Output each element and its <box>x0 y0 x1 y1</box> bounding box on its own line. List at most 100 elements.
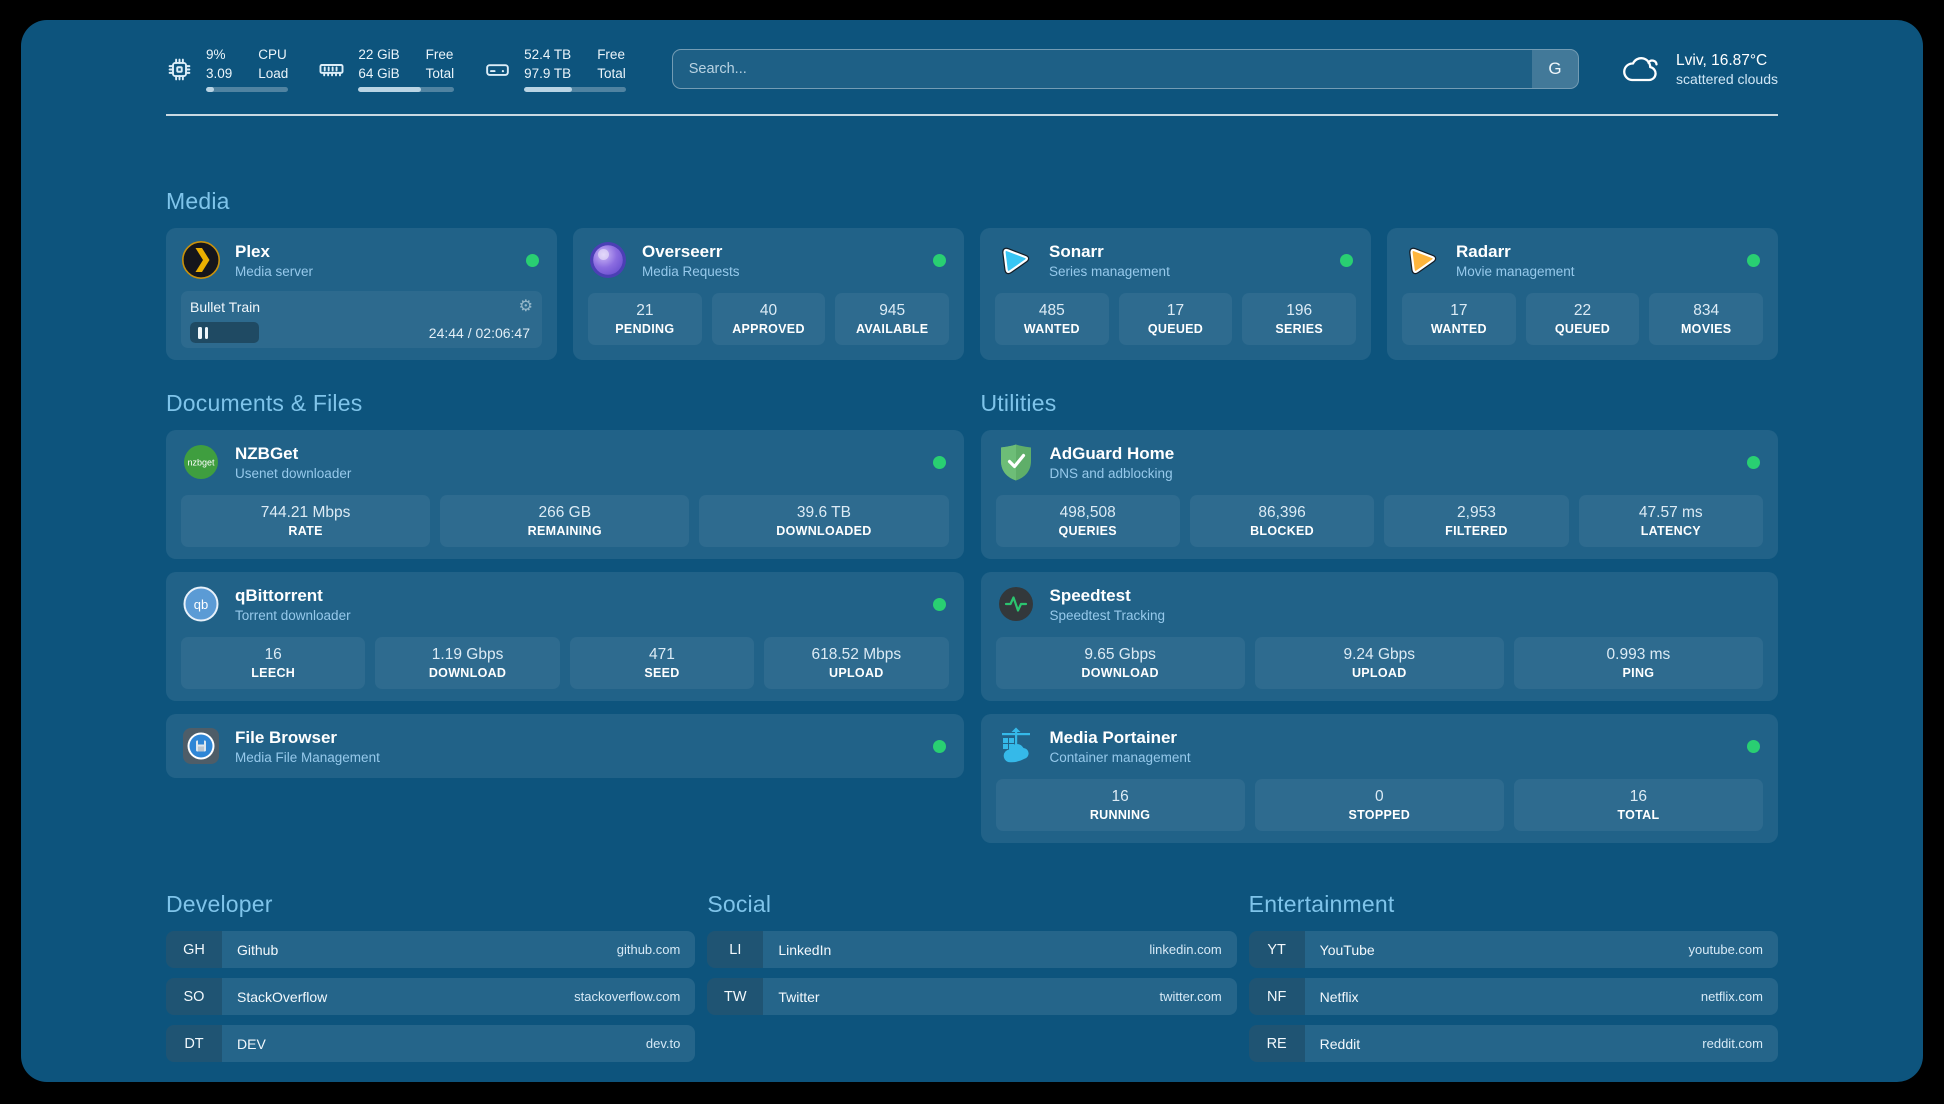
header-divider <box>166 114 1778 116</box>
radarr-icon <box>1402 240 1442 280</box>
search-provider-button[interactable]: G <box>1532 50 1579 88</box>
service-title: File Browser <box>235 728 338 748</box>
service-title: Overseerr <box>642 242 723 262</box>
adguard-icon <box>996 442 1036 482</box>
bookmark-abbr: GH <box>166 931 222 968</box>
bookmark-youtube[interactable]: YT YouTube youtube.com <box>1248 931 1778 968</box>
pause-icon[interactable] <box>198 326 208 339</box>
bookmark-abbr: SO <box>166 978 222 1015</box>
bookmark-url: linkedin.com <box>1149 942 1222 957</box>
bookmark-netflix[interactable]: NF Netflix netflix.com <box>1248 978 1778 1015</box>
search-input[interactable] <box>672 50 1533 88</box>
bookmark-name: Netflix <box>1319 988 1359 1005</box>
stat-ping: 0.993 ms PING <box>1513 637 1764 689</box>
service-title: Plex <box>235 242 270 262</box>
plex-icon <box>181 240 221 280</box>
stat-rate: 744.21 Mbps RATE <box>181 495 431 547</box>
service-subtitle: Media File Management <box>235 749 380 765</box>
portainer-icon <box>996 726 1036 766</box>
service-card-radarr[interactable]: Radarr Movie management 17 WANTED 22 QUE… <box>1387 228 1778 360</box>
disk-free: 52.4 TB <box>524 47 572 63</box>
stat-pending: 21 PENDING <box>588 293 702 345</box>
stat-leech: 16 LEECH <box>181 637 366 689</box>
section-title-utilities: Utilities <box>980 390 1057 416</box>
service-card-sonarr[interactable]: Sonarr Series management 485 WANTED 17 Q… <box>980 228 1371 360</box>
memory-progressbar <box>358 86 455 92</box>
section-title-media: Media <box>166 188 230 214</box>
dashboard-window: 9% 3.09 CPU Load <box>21 20 1923 1082</box>
bookmark-stackoverflow[interactable]: SO StackOverflow stackoverflow.com <box>166 978 696 1015</box>
stat-approved: 40 APPROVED <box>711 293 826 345</box>
stat-queued: 17 QUEUED <box>1118 293 1233 345</box>
service-card-speedtest[interactable]: Speedtest Speedtest Tracking 9.65 Gbps D… <box>980 572 1778 701</box>
memory-widget: 22 GiB 64 GiB Free Total <box>318 46 455 92</box>
service-card-plex[interactable]: Plex Media server Bullet Train ⚙ 24:44 /… <box>166 228 557 360</box>
service-card-filebrowser[interactable]: File Browser Media File Management <box>166 714 964 778</box>
bookmark-name: YouTube <box>1319 941 1375 958</box>
playback-progressbar[interactable]: 24:44 / 02:06:47 <box>190 322 533 343</box>
bookmark-name: LinkedIn <box>778 941 832 958</box>
svg-text:qb: qb <box>194 597 208 612</box>
bookmark-url: netflix.com <box>1700 989 1763 1004</box>
bookmark-group-entertainment: Entertainment YT YouTube youtube.com NF … <box>1248 891 1778 1062</box>
bookmark-reddit[interactable]: RE Reddit reddit.com <box>1248 1025 1778 1062</box>
bookmark-dev[interactable]: DT DEV dev.to <box>166 1025 696 1062</box>
bookmark-twitter[interactable]: TW Twitter twitter.com <box>707 978 1237 1015</box>
cpu-label: CPU <box>258 47 287 63</box>
stat-available: 945 AVAILABLE <box>835 293 950 345</box>
service-card-nzbget[interactable]: nzbget NZBGet Usenet downloader 744.21 M… <box>166 430 964 559</box>
bookmark-url: dev.to <box>645 1036 681 1051</box>
stat-total: 16 TOTAL <box>1513 779 1764 831</box>
qbittorrent-icon: qb <box>181 584 221 624</box>
stat-latency: 47.57 ms LATENCY <box>1578 495 1763 547</box>
bookmark-abbr: YT <box>1248 931 1305 968</box>
service-title: qBittorrent <box>235 586 323 606</box>
filebrowser-icon <box>181 726 221 766</box>
bookmark-abbr: RE <box>1248 1025 1305 1062</box>
bookmark-name: DEV <box>237 1035 266 1052</box>
service-subtitle: Usenet downloader <box>235 465 352 481</box>
service-title: NZBGet <box>235 444 299 464</box>
memory-total: 64 GiB <box>358 66 400 81</box>
status-dot <box>1747 739 1760 753</box>
bookmark-name: Github <box>237 941 279 958</box>
service-subtitle: Speedtest Tracking <box>1049 607 1166 623</box>
bookmark-linkedin[interactable]: LI LinkedIn linkedin.com <box>707 931 1237 968</box>
playback-time: 24:44 / 02:06:47 <box>428 324 530 341</box>
bookmark-name: Twitter <box>778 988 820 1005</box>
memory-free-label: Free <box>425 47 454 63</box>
service-subtitle: Movie management <box>1456 263 1575 279</box>
service-card-overseerr[interactable]: Overseerr Media Requests 21 PENDING 40 A… <box>573 228 964 360</box>
disk-icon <box>484 56 511 83</box>
overseerr-icon <box>588 240 628 280</box>
stat-download: 9.65 Gbps DOWNLOAD <box>995 637 1245 689</box>
status-dot <box>1747 455 1760 469</box>
weather-condition: scattered clouds <box>1676 70 1778 87</box>
bookmark-abbr: NF <box>1248 978 1305 1015</box>
sonarr-icon <box>995 240 1035 280</box>
disk-widget: 52.4 TB 97.9 TB Free Total <box>484 46 626 92</box>
bookmark-group-social: Social LI LinkedIn linkedin.com TW Twitt… <box>707 891 1237 1062</box>
service-card-qbittorrent[interactable]: qb qBittorrent Torrent downloader 16 LEE… <box>166 572 964 701</box>
service-subtitle: Media server <box>235 263 314 279</box>
stat-queued: 22 QUEUED <box>1525 293 1640 345</box>
disk-total-label: Total <box>597 66 626 81</box>
service-subtitle: DNS and adblocking <box>1049 465 1173 481</box>
memory-total-label: Total <box>425 66 455 81</box>
memory-free: 22 GiB <box>358 47 400 63</box>
section-utilities: Utilities AdGuard Home <box>980 390 1778 843</box>
stat-downloaded: 39.6 TB DOWNLOADED <box>699 495 949 547</box>
now-playing-title: Bullet Train <box>190 299 261 315</box>
stat-filtered: 2,953 FILTERED <box>1384 495 1569 547</box>
service-title: Radarr <box>1456 242 1511 262</box>
bookmark-url: reddit.com <box>1702 1036 1763 1051</box>
bookmark-group-title: Social <box>707 891 772 917</box>
service-card-adguard[interactable]: AdGuard Home DNS and adblocking 498,508 … <box>980 430 1778 559</box>
service-subtitle: Container management <box>1049 749 1191 765</box>
service-card-portainer[interactable]: Media Portainer Container management 16 … <box>980 714 1778 843</box>
bookmark-github[interactable]: GH Github github.com <box>166 931 696 968</box>
gear-icon[interactable]: ⚙ <box>518 298 533 315</box>
stat-queries: 498,508 QUERIES <box>995 495 1180 547</box>
load-label: Load <box>258 66 289 81</box>
bookmark-name: Reddit <box>1319 1035 1361 1052</box>
